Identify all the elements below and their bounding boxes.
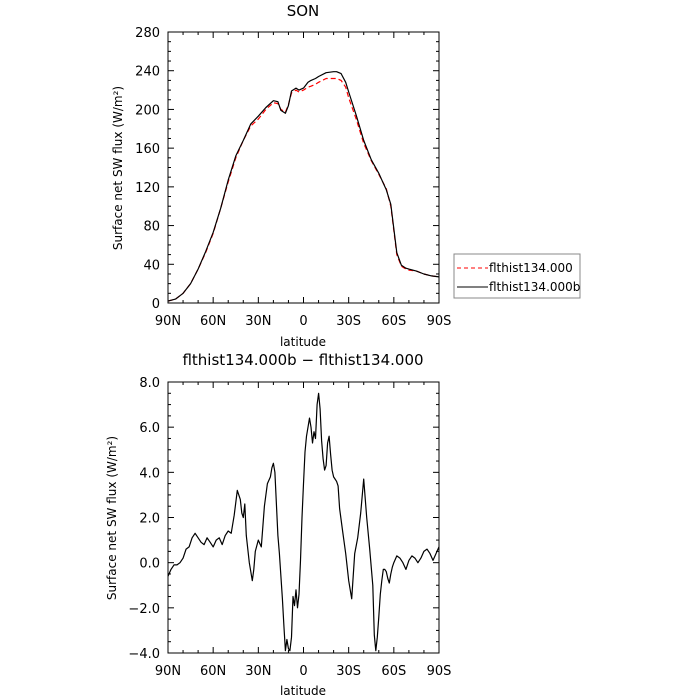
top-chart-ticks: 90N 60N 30N 0 30S 60S 90S 0 40 80 120 160 200 240 280 bbox=[135, 26, 451, 329]
x-tick-label: 30S bbox=[336, 664, 361, 679]
x-tick-label: 60S bbox=[381, 664, 406, 679]
top-chart-frame bbox=[167, 31, 440, 304]
top-chart-xlabel: latitude bbox=[280, 335, 326, 349]
x-tick-label: 30N bbox=[245, 664, 271, 679]
y-tick-label: 8.0 bbox=[139, 376, 160, 391]
x-tick-label: 0 bbox=[299, 664, 307, 679]
x-tick-label: 90S bbox=[427, 664, 452, 679]
legend-box bbox=[453, 253, 581, 299]
y-tick-label: 0 bbox=[152, 297, 160, 312]
series-line-0 bbox=[167, 392, 440, 652]
legend-label-1: flthist134.000b bbox=[489, 280, 580, 294]
y-tick-label: 80 bbox=[143, 220, 160, 235]
bottom-chart-ticks: 90N 60N 30N 0 30S 60S 90S −4.0 −2.0 0.0 2.0 4.0 6.0 8… bbox=[128, 376, 451, 679]
top-chart: SON latitude Surface net SW flux (W/m²) … bbox=[111, 2, 451, 349]
y-tick-label: −2.0 bbox=[128, 602, 160, 617]
x-tick-label: 90S bbox=[427, 314, 452, 329]
y-tick-label: 280 bbox=[135, 26, 160, 41]
y-tick-label: −4.0 bbox=[128, 647, 160, 662]
legend-label-0: flthist134.000 bbox=[489, 261, 573, 275]
bottom-chart-xlabel: latitude bbox=[280, 684, 326, 698]
x-tick-label: 0 bbox=[299, 314, 307, 329]
bottom-chart-title: flthist134.000b − flthist134.000 bbox=[182, 351, 423, 369]
y-tick-label: 160 bbox=[135, 142, 160, 157]
top-chart-title: SON bbox=[287, 2, 320, 20]
x-tick-label: 90N bbox=[155, 314, 181, 329]
y-tick-label: 120 bbox=[135, 181, 160, 196]
bottom-chart: flthist134.000b − flthist134.000 latitud… bbox=[105, 351, 451, 698]
x-tick-label: 90N bbox=[155, 664, 181, 679]
y-tick-label: 240 bbox=[135, 65, 160, 80]
y-tick-label: 2.0 bbox=[139, 512, 160, 527]
x-tick-label: 60S bbox=[381, 314, 406, 329]
top-chart-ylabel: Surface net SW flux (W/m²) bbox=[111, 86, 125, 250]
x-tick-label: 30N bbox=[245, 314, 271, 329]
x-tick-label: 30S bbox=[336, 314, 361, 329]
y-tick-label: 6.0 bbox=[139, 421, 160, 436]
y-tick-label: 200 bbox=[135, 103, 160, 118]
bottom-chart-ylabel: Surface net SW flux (W/m²) bbox=[105, 436, 119, 600]
y-tick-label: 40 bbox=[143, 258, 160, 273]
series-line-1 bbox=[167, 71, 440, 302]
y-tick-label: 0.0 bbox=[139, 557, 160, 572]
series-line-0 bbox=[167, 77, 440, 302]
x-tick-label: 60N bbox=[200, 314, 226, 329]
bottom-chart-frame bbox=[167, 381, 440, 654]
y-tick-label: 4.0 bbox=[139, 466, 160, 481]
bottom-chart-series bbox=[167, 392, 440, 652]
x-tick-label: 60N bbox=[200, 664, 226, 679]
top-chart-series bbox=[167, 71, 440, 302]
legend: flthist134.000 flthist134.000b bbox=[453, 253, 581, 299]
